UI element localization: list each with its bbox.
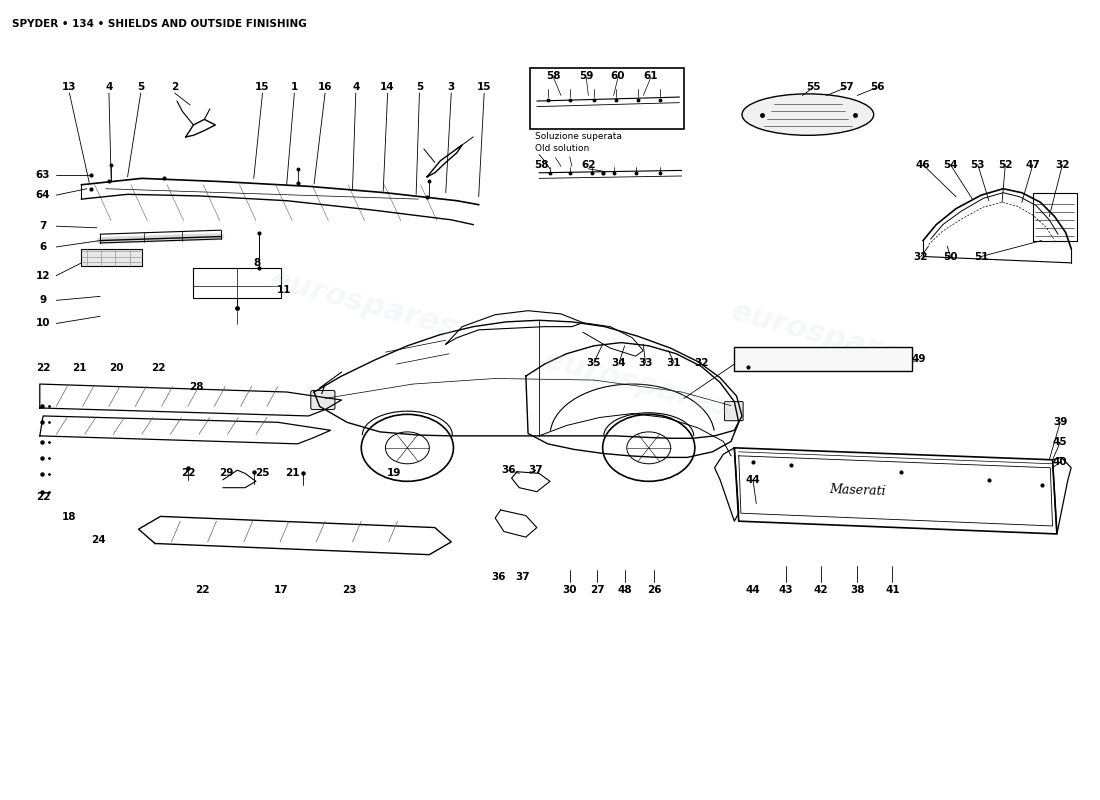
Text: 58: 58: [534, 160, 549, 170]
Text: 39: 39: [1053, 418, 1067, 427]
Text: 36: 36: [492, 572, 506, 582]
FancyBboxPatch shape: [725, 402, 744, 421]
Text: Maserati: Maserati: [828, 482, 886, 498]
Text: 5: 5: [138, 82, 144, 93]
Text: 47: 47: [1025, 160, 1041, 170]
Text: 20: 20: [109, 363, 124, 373]
Text: 32: 32: [694, 358, 708, 367]
Text: 9: 9: [40, 295, 46, 306]
Text: 36: 36: [502, 465, 516, 475]
Text: 42: 42: [814, 585, 828, 594]
Text: 1: 1: [290, 82, 298, 93]
Text: 32: 32: [1055, 160, 1069, 170]
FancyBboxPatch shape: [311, 390, 334, 410]
Text: 30: 30: [562, 585, 578, 594]
Bar: [530, 67, 684, 129]
Text: 16: 16: [318, 82, 332, 93]
Text: 15: 15: [255, 82, 270, 93]
Text: 2: 2: [172, 82, 178, 93]
Text: 26: 26: [647, 585, 661, 594]
Text: 5: 5: [416, 82, 424, 93]
Text: 21: 21: [72, 363, 87, 373]
Text: 28: 28: [189, 382, 204, 392]
Text: 22: 22: [180, 468, 195, 478]
Bar: [735, 346, 912, 370]
Text: 18: 18: [63, 512, 77, 522]
Text: 15: 15: [477, 82, 492, 93]
Text: 10: 10: [36, 318, 51, 329]
Text: 8: 8: [253, 258, 261, 268]
Text: 50: 50: [943, 251, 958, 262]
Text: 4: 4: [352, 82, 360, 93]
Text: 53: 53: [970, 160, 986, 170]
Text: 64: 64: [36, 190, 51, 200]
Text: 56: 56: [870, 82, 884, 93]
Bar: [194, 268, 282, 298]
Text: 38: 38: [850, 585, 865, 594]
Text: 22: 22: [151, 363, 165, 373]
Text: 34: 34: [612, 358, 626, 367]
Text: 25: 25: [255, 468, 270, 478]
Text: 49: 49: [912, 354, 926, 364]
Text: 45: 45: [1053, 438, 1067, 447]
Text: 22: 22: [36, 492, 51, 502]
Text: 62: 62: [581, 160, 596, 170]
Text: 51: 51: [974, 251, 989, 262]
Text: 43: 43: [779, 585, 793, 594]
Text: 52: 52: [998, 160, 1013, 170]
Text: 19: 19: [387, 468, 402, 478]
Text: 12: 12: [36, 270, 51, 281]
Text: eurospares: eurospares: [727, 298, 921, 375]
Text: 21: 21: [285, 468, 299, 478]
Text: 44: 44: [746, 585, 760, 594]
Text: 35: 35: [586, 358, 601, 367]
Text: 54: 54: [943, 160, 958, 170]
Text: 13: 13: [63, 82, 77, 93]
Text: 22: 22: [195, 585, 209, 594]
Bar: [81, 249, 142, 266]
Text: 23: 23: [342, 585, 356, 594]
Text: 14: 14: [381, 82, 395, 93]
Text: 59: 59: [579, 71, 593, 82]
Bar: [1033, 193, 1077, 241]
Text: 27: 27: [590, 585, 605, 594]
Text: 6: 6: [40, 242, 46, 252]
Text: 29: 29: [219, 468, 233, 478]
Text: 63: 63: [36, 170, 51, 180]
Text: 7: 7: [40, 222, 47, 231]
Text: 46: 46: [915, 160, 931, 170]
Text: 44: 44: [746, 474, 760, 485]
Text: 33: 33: [638, 358, 652, 367]
Text: Old solution: Old solution: [535, 143, 589, 153]
Text: eurospares: eurospares: [541, 345, 735, 423]
Text: 37: 37: [515, 572, 530, 582]
Text: 48: 48: [617, 585, 631, 594]
Text: 31: 31: [667, 358, 681, 367]
Text: Soluzione superata: Soluzione superata: [535, 133, 622, 142]
Ellipse shape: [742, 94, 873, 135]
Text: SPYDER • 134 • SHIELDS AND OUTSIDE FINISHING: SPYDER • 134 • SHIELDS AND OUTSIDE FINIS…: [12, 19, 307, 29]
Text: 58: 58: [546, 71, 561, 82]
Text: 55: 55: [806, 82, 821, 93]
Text: 24: 24: [90, 534, 106, 545]
Text: 32: 32: [914, 251, 928, 262]
Text: 22: 22: [36, 363, 51, 373]
Text: 37: 37: [528, 465, 543, 475]
Text: 11: 11: [277, 285, 292, 295]
Text: 57: 57: [839, 82, 854, 93]
Text: 3: 3: [448, 82, 455, 93]
Text: 60: 60: [610, 71, 625, 82]
Text: eurospares: eurospares: [266, 266, 460, 343]
Text: 61: 61: [644, 71, 658, 82]
Text: 41: 41: [886, 585, 900, 594]
Text: 17: 17: [274, 585, 288, 594]
Text: 40: 40: [1053, 457, 1067, 467]
Text: 4: 4: [106, 82, 112, 93]
